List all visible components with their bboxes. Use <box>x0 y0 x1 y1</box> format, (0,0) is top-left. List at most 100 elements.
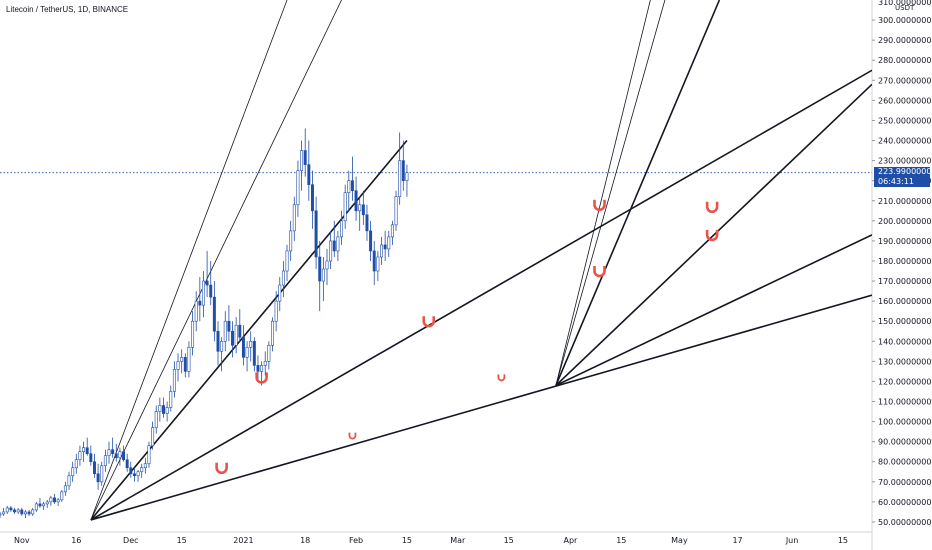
candle-up <box>325 260 329 270</box>
price-tick-label: 210.00000000 <box>878 197 932 206</box>
price-tick-label: 130.00000000 <box>878 357 932 366</box>
time-tick-label: 15 <box>838 536 848 545</box>
candle-up <box>100 465 104 483</box>
fan-upper-3[interactable] <box>555 0 721 386</box>
price-tick-label: 230.00000000 <box>878 157 932 166</box>
magnet-icon <box>705 201 719 214</box>
price-tick-label: 270.00000000 <box>878 76 932 85</box>
candle-up <box>281 270 285 286</box>
current-price-value: 223.99000000 <box>878 167 932 176</box>
candle-up <box>394 196 398 226</box>
candle-down <box>241 336 245 358</box>
candle-down <box>53 497 56 503</box>
time-tick-label: 2021 <box>233 536 253 545</box>
candle-up <box>5 507 9 513</box>
price-tick-label: 150.00000000 <box>878 317 932 326</box>
candle-up <box>321 268 325 282</box>
candle-up <box>263 361 267 366</box>
price-tick-label: 90.00000000 <box>878 438 931 447</box>
candle-up <box>165 407 169 414</box>
thin-fan-4[interactable] <box>555 0 666 386</box>
countdown-timer: 06:43:11 <box>878 177 914 186</box>
candle-down <box>129 467 133 475</box>
candle-up <box>223 320 227 342</box>
candle-up <box>56 499 60 503</box>
candle-up <box>191 320 195 348</box>
price-tick-label: 200.00000000 <box>878 217 932 226</box>
candle-down <box>183 357 187 372</box>
price-tick-label: 300.00000000 <box>878 16 932 25</box>
fan-lower-1[interactable] <box>90 140 408 521</box>
time-tick-label: May <box>671 536 688 545</box>
time-tick-label: Dec <box>123 536 138 545</box>
price-tick-label: 260.00000000 <box>878 96 932 105</box>
fan-lower-3[interactable] <box>90 294 872 521</box>
magnet-icon <box>215 462 228 474</box>
candle-down <box>198 300 202 306</box>
candle-up <box>0 513 2 516</box>
candle-down <box>132 473 136 477</box>
candle-down <box>92 461 96 475</box>
thin-fan-1[interactable] <box>90 0 288 521</box>
candle-down <box>114 453 118 459</box>
candle-down <box>365 214 369 232</box>
fan-upper-1[interactable] <box>555 83 872 387</box>
time-tick-label: 15 <box>504 536 514 545</box>
candle-up <box>16 509 20 513</box>
candle-up <box>78 451 82 461</box>
candle-up <box>107 449 111 457</box>
thin-fan-3[interactable] <box>555 0 651 386</box>
candle-down <box>318 256 322 282</box>
candle-up <box>140 467 144 473</box>
fan-upper-2[interactable] <box>555 234 872 387</box>
candle-up <box>390 224 394 238</box>
candle-up <box>292 204 296 232</box>
candle-up <box>151 427 155 446</box>
candle-down <box>216 330 220 352</box>
candle-up <box>42 503 46 507</box>
price-tick-label: 50.00000000 <box>878 518 931 527</box>
candle-up <box>118 451 122 459</box>
candle-up <box>201 280 205 306</box>
candle-down <box>310 184 314 212</box>
candle-down <box>314 210 318 258</box>
thin-fan-2[interactable] <box>90 0 342 521</box>
time-tick-label: 15 <box>402 536 412 545</box>
candle-down <box>350 180 354 192</box>
candle-up <box>343 192 347 222</box>
magnet-icon <box>705 229 719 242</box>
candle-up <box>220 340 224 352</box>
candle-up <box>169 391 173 408</box>
time-tick-label: Jun <box>785 536 799 545</box>
current-price-tag: 223.99000000 06:43:11 <box>874 167 932 187</box>
candle-up <box>274 300 278 322</box>
candle-down <box>252 340 256 366</box>
price-tick-label: 180.00000000 <box>878 257 932 266</box>
candle-up <box>260 365 264 372</box>
magnet-icon <box>497 374 506 382</box>
candle-down <box>361 204 365 216</box>
fan-lower-2[interactable] <box>90 69 872 521</box>
candle-up <box>398 160 402 198</box>
time-tick-label: Feb <box>349 536 363 545</box>
candle-down <box>20 509 24 515</box>
price-tick-label: 250.00000000 <box>878 116 932 125</box>
candle-down <box>303 150 307 165</box>
price-tick-label: 170.00000000 <box>878 277 932 286</box>
price-tick-label: 190.00000000 <box>878 237 932 246</box>
candle-up <box>340 220 344 238</box>
candle-up <box>271 320 274 346</box>
price-tick-label: 290.00000000 <box>878 36 932 45</box>
candle-down <box>85 447 89 455</box>
candle-up <box>136 471 140 477</box>
candle-up <box>180 357 184 362</box>
candle-up <box>300 150 304 171</box>
price-tick-label: 120.00000000 <box>878 377 932 386</box>
candle-up <box>358 204 362 212</box>
candle-down <box>122 451 126 461</box>
magnet-icon <box>255 372 268 384</box>
magnet-icon <box>593 266 606 278</box>
price-tick-label: 110.00000000 <box>878 398 932 407</box>
magnet-icon <box>422 316 436 328</box>
